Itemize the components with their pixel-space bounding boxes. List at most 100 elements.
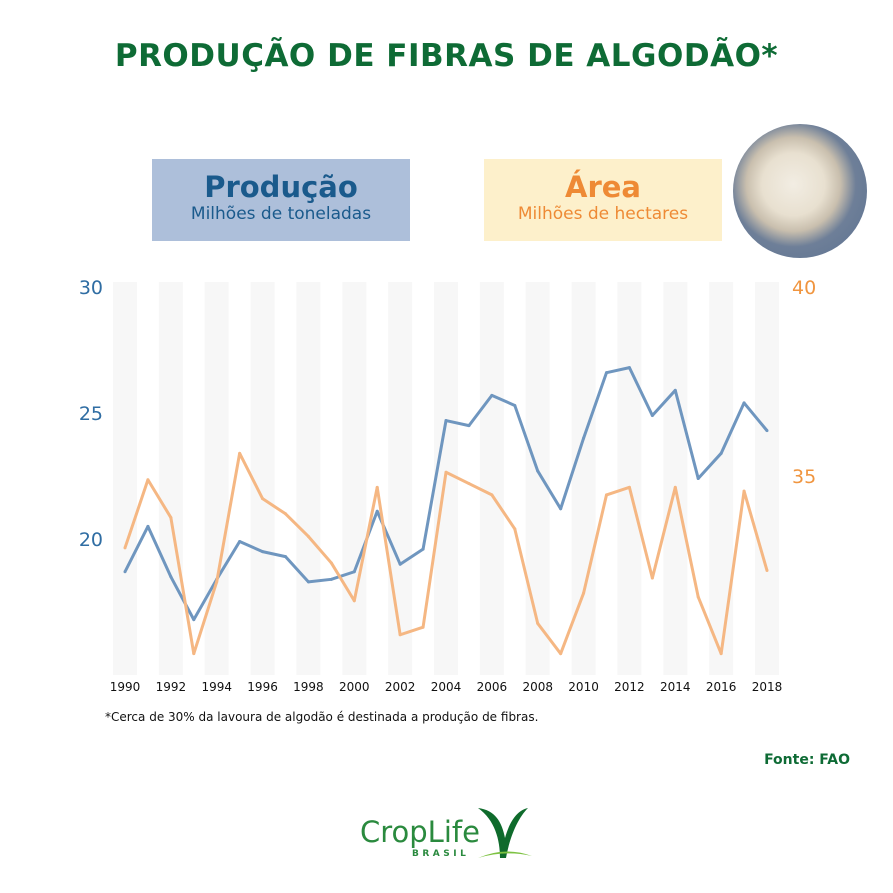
- x-tick-label: 1994: [201, 680, 232, 694]
- data-point: [306, 580, 310, 584]
- data-point: [284, 555, 287, 559]
- series-lines: [123, 366, 769, 656]
- band-1994: [204, 282, 229, 675]
- data-point: [490, 493, 494, 497]
- data-point: [352, 599, 356, 603]
- data-point: [513, 403, 517, 407]
- band-2002: [388, 282, 413, 675]
- data-point: [238, 451, 242, 455]
- x-tick-label: 2006: [477, 680, 508, 694]
- axes: 1990 1992 1994 1996 1998 2000 2002 2004 2006 2008…: [79, 277, 816, 694]
- legend-area: Área Milhões de hectares: [484, 159, 722, 241]
- band-2016: [709, 282, 734, 675]
- data-point: [444, 419, 448, 423]
- data-point: [375, 485, 379, 489]
- data-point: [215, 580, 219, 584]
- data-point: [559, 652, 563, 656]
- data-point: [123, 546, 127, 550]
- band-2012: [617, 282, 642, 675]
- data-point: [146, 478, 150, 482]
- data-point: [719, 652, 723, 656]
- data-point: [627, 366, 631, 370]
- data-point: [169, 575, 173, 579]
- x-tick-label: 1992: [156, 680, 187, 694]
- data-point: [421, 625, 425, 629]
- data-point: [696, 595, 700, 599]
- x-tick-label: 2014: [660, 680, 691, 694]
- data-point: [261, 550, 265, 554]
- data-point: [123, 570, 127, 574]
- data-point: [306, 534, 310, 538]
- data-point: [582, 436, 586, 440]
- data-point: [398, 633, 402, 637]
- x-tick-label: 1990: [110, 680, 141, 694]
- band-1996: [250, 282, 275, 675]
- left-tick-label: 30: [79, 277, 103, 299]
- data-point: [765, 429, 769, 433]
- cotton-photo: [733, 124, 867, 258]
- x-tick-label: 2004: [431, 680, 462, 694]
- x-tick-label: 1996: [247, 680, 278, 694]
- data-point: [673, 388, 677, 392]
- data-point: [673, 485, 677, 489]
- footnote: *Cerca de 30% da lavoura de algodão é de…: [105, 710, 539, 724]
- legend-production: Produção Milhões de toneladas: [152, 159, 410, 241]
- data-point: [742, 489, 746, 493]
- data-point: [238, 540, 242, 544]
- band-2008: [525, 282, 550, 675]
- data-point: [261, 497, 265, 501]
- x-tick-label: 2018: [752, 680, 783, 694]
- band-2000: [342, 282, 367, 675]
- page-title: PRODUÇÃO DE FIBRAS DE ALGODÃO*: [114, 38, 779, 74]
- data-point: [513, 527, 517, 531]
- data-point: [352, 570, 356, 574]
- x-tick-label: 2012: [614, 680, 645, 694]
- data-point: [627, 485, 631, 489]
- logo-text: CropLife: [360, 815, 480, 849]
- data-point: [605, 493, 608, 497]
- data-point: [696, 477, 700, 481]
- data-point: [146, 524, 150, 528]
- legend-area-unit: Milhões de hectares: [517, 204, 689, 224]
- data-point: [467, 424, 471, 428]
- x-tick-label: 2002: [385, 680, 416, 694]
- x-tick-label: 1998: [293, 680, 324, 694]
- data-point: [536, 469, 540, 473]
- data-point: [719, 451, 723, 455]
- data-point: [536, 621, 540, 625]
- data-point: [192, 618, 196, 622]
- data-point: [192, 652, 196, 656]
- data-point: [559, 507, 563, 511]
- legend-area-title: Área: [565, 170, 641, 204]
- band-1998: [296, 282, 321, 675]
- band-1992: [158, 282, 183, 675]
- data-point: [329, 561, 333, 565]
- data-point: [650, 414, 654, 418]
- band-2010: [571, 282, 596, 675]
- x-tick-label: 2016: [706, 680, 737, 694]
- left-tick-label: 25: [79, 403, 103, 425]
- data-point: [467, 482, 471, 486]
- data-point: [421, 547, 425, 551]
- band-2018: [755, 282, 779, 675]
- data-point: [444, 470, 448, 474]
- right-tick-label: 35: [792, 466, 816, 488]
- band-2006: [479, 282, 504, 675]
- band-1990: [113, 282, 137, 675]
- data-point: [605, 371, 608, 375]
- data-point: [742, 401, 746, 405]
- background-bands: [113, 282, 779, 675]
- x-tick-label: 2000: [339, 680, 370, 694]
- logo-subtext: BRASIL: [412, 849, 469, 859]
- legend-production-unit: Milhões de toneladas: [190, 204, 372, 224]
- source: Fonte: FAO: [764, 752, 850, 768]
- legend-production-title: Produção: [204, 170, 358, 204]
- data-point: [765, 569, 769, 572]
- data-point: [398, 562, 402, 566]
- croplife-logo: CropLife BRASIL: [360, 808, 532, 859]
- data-point: [169, 516, 173, 520]
- data-point: [582, 591, 586, 595]
- left-tick-label: 20: [79, 529, 103, 551]
